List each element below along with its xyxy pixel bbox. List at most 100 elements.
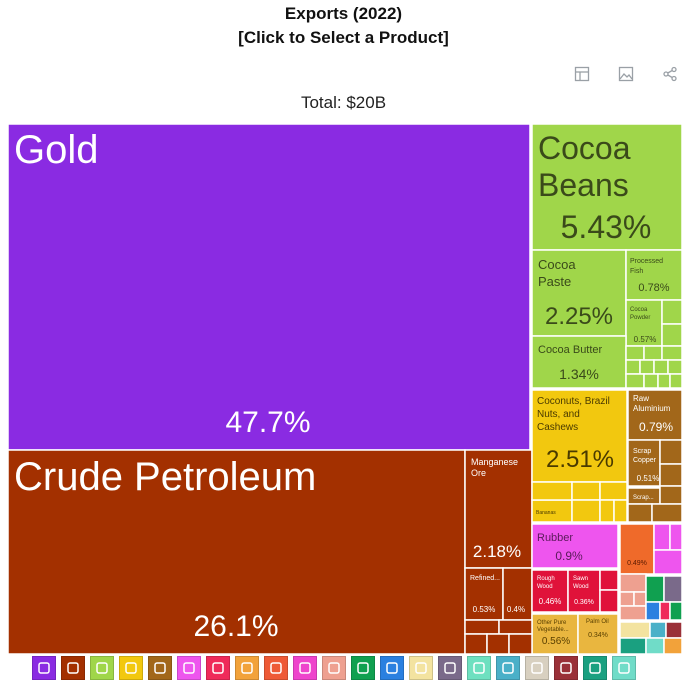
treemap-cell-small[interactable] — [661, 299, 683, 325]
treemap-cell-small[interactable] — [625, 359, 641, 375]
plastics-rubbers-icon[interactable] — [177, 656, 201, 680]
treemap-cell-small[interactable] — [653, 523, 671, 551]
foodstuffs-icon[interactable] — [119, 656, 143, 680]
cell-label-raw-aluminium: Aluminium — [633, 404, 671, 413]
treemap-cell-small[interactable] — [665, 621, 683, 639]
treemap-cell-small[interactable] — [486, 633, 510, 655]
treemap-cell-gold[interactable] — [7, 123, 531, 451]
treemap-cell-small[interactable] — [659, 439, 683, 465]
treemap-cell-small[interactable] — [643, 373, 659, 389]
animal-hides-icon[interactable] — [322, 656, 346, 680]
cell-percent-scrap-copper: 0.51% — [637, 474, 660, 483]
image-icon[interactable] — [618, 66, 634, 82]
chart-subtitle-select-product[interactable]: [Click to Select a Product] — [238, 28, 449, 47]
cell-label-rough-wood: Wood — [537, 584, 553, 590]
cell-label-other-pure-vegetable: Vegetable... — [537, 627, 569, 633]
treemap-cell-rubber[interactable] — [531, 523, 619, 569]
chemical-products-icon[interactable] — [293, 656, 317, 680]
footwear-headwear-icon[interactable] — [583, 656, 607, 680]
treemap-cell-cocoa-butter[interactable] — [531, 335, 627, 389]
treemap-cell-small[interactable] — [619, 637, 647, 655]
treemap-cell-small[interactable] — [667, 359, 683, 375]
treemap-cell-small[interactable] — [657, 373, 671, 389]
machines-icon[interactable] — [380, 656, 404, 680]
treemap-cell-small[interactable] — [659, 485, 683, 505]
treemap-cell-small[interactable] — [571, 481, 601, 501]
treemap-cell-crude-petroleum[interactable] — [7, 449, 466, 655]
treemap-cell-small[interactable] — [645, 601, 661, 621]
treemap-cell-small[interactable] — [599, 499, 615, 523]
treemap-cell-cocoa-paste[interactable] — [531, 249, 627, 337]
textiles-icon[interactable] — [351, 656, 375, 680]
treemap-cell-small[interactable] — [613, 499, 628, 523]
transportation-icon[interactable] — [496, 656, 520, 680]
treemap-cell-small[interactable] — [659, 463, 683, 487]
treemap-cell-rough-wood[interactable] — [531, 569, 569, 613]
weapons-icon[interactable] — [554, 656, 578, 680]
treemap-cell-small[interactable] — [639, 359, 655, 375]
total-value: Total: $20B — [300, 93, 387, 112]
treemap-cell-small[interactable] — [653, 549, 683, 575]
treemap-cell-small[interactable] — [464, 633, 488, 655]
treemap-cell-sawn-wood[interactable] — [567, 569, 601, 613]
treemap-cell-small[interactable] — [619, 573, 647, 593]
metals-icon[interactable] — [148, 656, 172, 680]
minerals-icon[interactable] — [61, 656, 85, 680]
paper-goods-icon[interactable] — [206, 656, 230, 680]
treemap-cell-small[interactable] — [531, 481, 573, 501]
treemap-cell-small[interactable] — [625, 373, 645, 389]
treemap-cell-small[interactable] — [659, 601, 671, 621]
cell-percent-rubber: 0.9% — [555, 549, 583, 563]
treemap-cell-small[interactable] — [625, 345, 645, 361]
miscellaneous-icon[interactable] — [612, 656, 636, 680]
animal-products-icon[interactable] — [467, 656, 491, 680]
treemap-cell-small[interactable] — [669, 601, 683, 621]
treemap-cell-small[interactable] — [571, 499, 601, 523]
treemap-cell-small[interactable] — [663, 637, 683, 655]
treemap-cell-small[interactable] — [633, 591, 647, 607]
wood-products-icon[interactable] — [264, 656, 288, 680]
treemap-cell-small[interactable] — [619, 605, 647, 621]
treemap-cell-small[interactable] — [645, 637, 665, 655]
vegetable-products-icon[interactable] — [90, 656, 114, 680]
treemap-cell-unlabeled-0-4[interactable] — [502, 567, 533, 621]
treemap-cell-small[interactable] — [669, 523, 683, 551]
cell-label-rubber: Rubber — [537, 532, 573, 544]
treemap-cell-small[interactable] — [627, 503, 653, 523]
treemap-cell-unlabeled-0-49[interactable] — [619, 523, 655, 575]
treemap-cell-small[interactable] — [619, 621, 651, 639]
cell-label-bananas: Bananas — [536, 510, 556, 516]
treemap-cell-small[interactable] — [653, 359, 669, 375]
treemap-cell-small[interactable] — [508, 633, 533, 655]
treemap-cell-small[interactable] — [661, 323, 683, 347]
treemap-cell-small[interactable] — [498, 619, 533, 635]
arts-antiques-icon[interactable] — [438, 656, 462, 680]
cell-label-cocoa-beans: Cocoa — [538, 130, 631, 166]
treemap-cell-small[interactable] — [651, 503, 683, 523]
treemap-cell-cocoa-beans[interactable] — [531, 123, 683, 251]
treemap-cell-small[interactable] — [669, 373, 683, 389]
treemap-cell-palm-oil[interactable] — [577, 613, 619, 655]
table-icon[interactable] — [574, 66, 590, 82]
treemap-cell-small[interactable] — [599, 589, 619, 613]
cell-label-processed-fish: Fish — [630, 268, 643, 275]
treemap-cell-small[interactable] — [649, 621, 667, 639]
share-icon[interactable] — [662, 66, 678, 82]
treemap-cell-raw-aluminium[interactable] — [627, 389, 683, 441]
treemap-cell-small[interactable] — [464, 619, 500, 635]
treemap-cell-small[interactable] — [599, 481, 628, 501]
treemap-cell-small[interactable] — [645, 575, 665, 603]
treemap-cell-small[interactable] — [619, 591, 635, 607]
treemap-cell-small[interactable] — [599, 569, 619, 591]
stone-glass-icon[interactable] — [525, 656, 549, 680]
cell-label-sawn-wood: Wood — [573, 584, 589, 590]
treemap-cell-small[interactable] — [661, 345, 683, 361]
treemap-cell-small[interactable] — [663, 575, 683, 603]
treemap-cell-small[interactable] — [643, 345, 663, 361]
instruments-icon[interactable] — [409, 656, 433, 680]
treemap-cell-scrap-copper[interactable] — [627, 439, 661, 487]
animal-vegetable-oils-icon[interactable] — [235, 656, 259, 680]
treemap-cell-coconuts-brazil-nuts-and-cashews[interactable] — [531, 389, 628, 483]
precious-metals-icon[interactable] — [32, 656, 56, 680]
